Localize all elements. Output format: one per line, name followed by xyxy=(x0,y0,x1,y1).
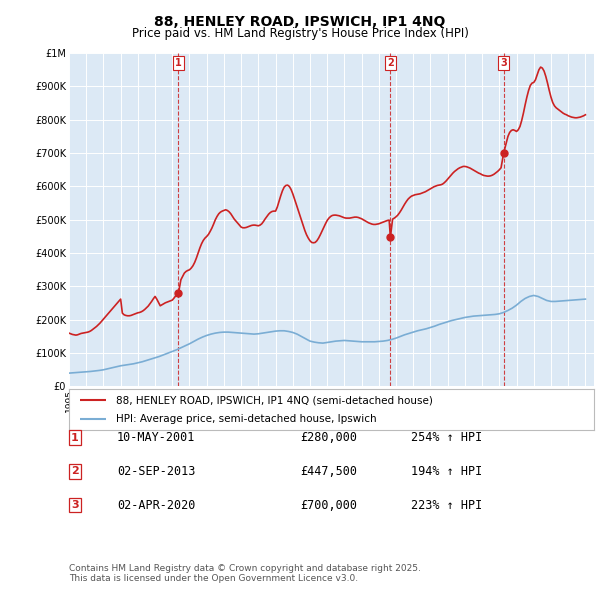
Text: 02-SEP-2013: 02-SEP-2013 xyxy=(117,465,196,478)
Text: Price paid vs. HM Land Registry's House Price Index (HPI): Price paid vs. HM Land Registry's House … xyxy=(131,27,469,40)
Text: 3: 3 xyxy=(71,500,79,510)
Text: 02-APR-2020: 02-APR-2020 xyxy=(117,499,196,512)
Text: 2: 2 xyxy=(387,58,394,68)
Text: 1: 1 xyxy=(71,433,79,442)
Text: 10-MAY-2001: 10-MAY-2001 xyxy=(117,431,196,444)
Text: £280,000: £280,000 xyxy=(300,431,357,444)
Text: 88, HENLEY ROAD, IPSWICH, IP1 4NQ: 88, HENLEY ROAD, IPSWICH, IP1 4NQ xyxy=(154,15,446,29)
Text: 1: 1 xyxy=(175,58,182,68)
Text: 88, HENLEY ROAD, IPSWICH, IP1 4NQ (semi-detached house): 88, HENLEY ROAD, IPSWICH, IP1 4NQ (semi-… xyxy=(116,395,433,405)
Text: £700,000: £700,000 xyxy=(300,499,357,512)
Text: 194% ↑ HPI: 194% ↑ HPI xyxy=(411,465,482,478)
Text: 223% ↑ HPI: 223% ↑ HPI xyxy=(411,499,482,512)
Text: 254% ↑ HPI: 254% ↑ HPI xyxy=(411,431,482,444)
Text: Contains HM Land Registry data © Crown copyright and database right 2025.
This d: Contains HM Land Registry data © Crown c… xyxy=(69,563,421,583)
Text: £447,500: £447,500 xyxy=(300,465,357,478)
Text: 2: 2 xyxy=(71,467,79,476)
Text: HPI: Average price, semi-detached house, Ipswich: HPI: Average price, semi-detached house,… xyxy=(116,414,377,424)
Text: 3: 3 xyxy=(500,58,507,68)
